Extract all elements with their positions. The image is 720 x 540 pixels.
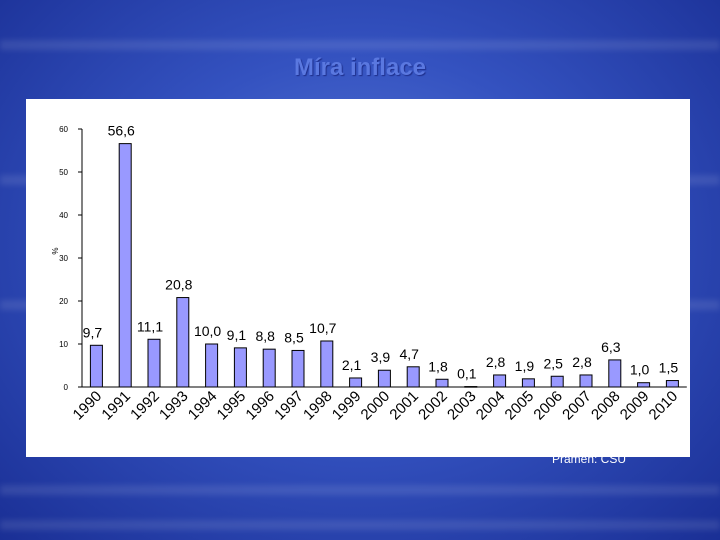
data-label-2010: 1,5 <box>659 360 679 376</box>
data-label-1993: 20,8 <box>165 277 192 293</box>
data-label-2000: 3,9 <box>371 349 391 365</box>
data-label-1995: 9,1 <box>227 327 247 343</box>
x-tick-label-2005: 2005 <box>502 388 538 424</box>
bar-2000 <box>377 369 391 388</box>
y-tick-label: 50 <box>59 168 68 177</box>
data-label-1990: 9,7 <box>83 324 103 340</box>
data-label-2001: 4,7 <box>399 346 419 362</box>
bar-1999 <box>349 377 363 388</box>
x-tick-label-2002: 2002 <box>415 388 451 424</box>
x-tick-label-2010: 2010 <box>646 388 682 424</box>
data-label-2009: 1,0 <box>630 362 650 378</box>
y-tick-label: 0 <box>64 383 69 392</box>
x-tick-label-2003: 2003 <box>444 388 480 424</box>
data-label-1998: 10,7 <box>309 320 336 336</box>
x-tick-label-2009: 2009 <box>617 388 653 424</box>
data-label-2002: 1,8 <box>428 358 448 374</box>
bar-1996 <box>262 348 276 388</box>
x-tick-label-1994: 1994 <box>185 388 221 424</box>
data-label-1992: 11,1 <box>137 318 163 334</box>
data-label-2005: 1,9 <box>515 358 535 374</box>
bar-1992 <box>147 338 161 388</box>
x-tick-label-2008: 2008 <box>588 388 624 424</box>
x-tick-label-2001: 2001 <box>386 388 422 424</box>
x-tick-label-1996: 1996 <box>242 388 278 424</box>
bar-1993 <box>176 297 190 388</box>
bar-2001 <box>406 366 420 388</box>
bar-1990 <box>89 344 103 388</box>
x-tick-label-2004: 2004 <box>473 388 509 424</box>
bar-2006 <box>550 375 564 388</box>
data-label-2004: 2,8 <box>486 354 506 370</box>
source-note: Pramen: ČSÚ <box>552 452 627 466</box>
x-tick-label-1993: 1993 <box>156 388 192 424</box>
data-label-1991: 56,6 <box>108 123 135 139</box>
inflation-bar-chart: 0 10 20 30 40 50 60% 9,7 1990 56,6 1991 11,1 1992 20… <box>51 123 687 424</box>
data-label-1997: 8,5 <box>284 329 304 345</box>
bar-2004 <box>493 374 507 388</box>
bar-2002 <box>435 378 449 388</box>
y-tick-label: 10 <box>59 340 68 349</box>
bar-2010 <box>665 380 679 388</box>
y-tick-label: 40 <box>59 211 68 220</box>
x-tick-label-2006: 2006 <box>530 388 566 424</box>
data-label-1999: 2,1 <box>342 357 362 373</box>
x-tick-label-1992: 1992 <box>127 388 163 424</box>
data-label-2006: 2,5 <box>543 355 563 371</box>
bar-2003 <box>464 386 478 388</box>
x-tick-label-1995: 1995 <box>214 388 250 424</box>
bar-2008 <box>608 359 622 388</box>
bar-1998 <box>320 340 334 388</box>
y-tick-label: 60 <box>59 125 68 134</box>
data-label-2003: 0,1 <box>457 366 477 382</box>
x-tick-label-2000: 2000 <box>358 388 394 424</box>
y-tick-label: 30 <box>59 254 68 263</box>
x-tick-label-2007: 2007 <box>559 388 595 424</box>
bar-1994 <box>205 343 219 388</box>
x-tick-label-1999: 1999 <box>329 388 365 424</box>
y-axis-label: % <box>51 247 60 254</box>
bar-2009 <box>637 382 651 388</box>
bar-1995 <box>233 347 247 388</box>
bar-2005 <box>521 378 535 388</box>
bar-1997 <box>291 349 305 388</box>
bar-1991 <box>118 143 132 388</box>
data-label-2007: 2,8 <box>572 354 592 370</box>
slide-title: Míra inflace <box>293 54 427 81</box>
x-tick-label-1990: 1990 <box>70 388 106 424</box>
data-label-1996: 8,8 <box>255 328 275 344</box>
x-tick-label-1991: 1991 <box>98 388 134 424</box>
x-tick-label-1998: 1998 <box>300 388 336 424</box>
x-tick-label-1997: 1997 <box>271 388 307 424</box>
chart-panel: 0 10 20 30 40 50 60% 9,7 1990 56,6 1991 11,1 1992 20… <box>26 99 690 457</box>
data-label-2008: 6,3 <box>601 339 621 355</box>
y-tick-label: 20 <box>59 297 68 306</box>
bar-2007 <box>579 374 593 388</box>
data-label-1994: 10,0 <box>194 323 221 339</box>
